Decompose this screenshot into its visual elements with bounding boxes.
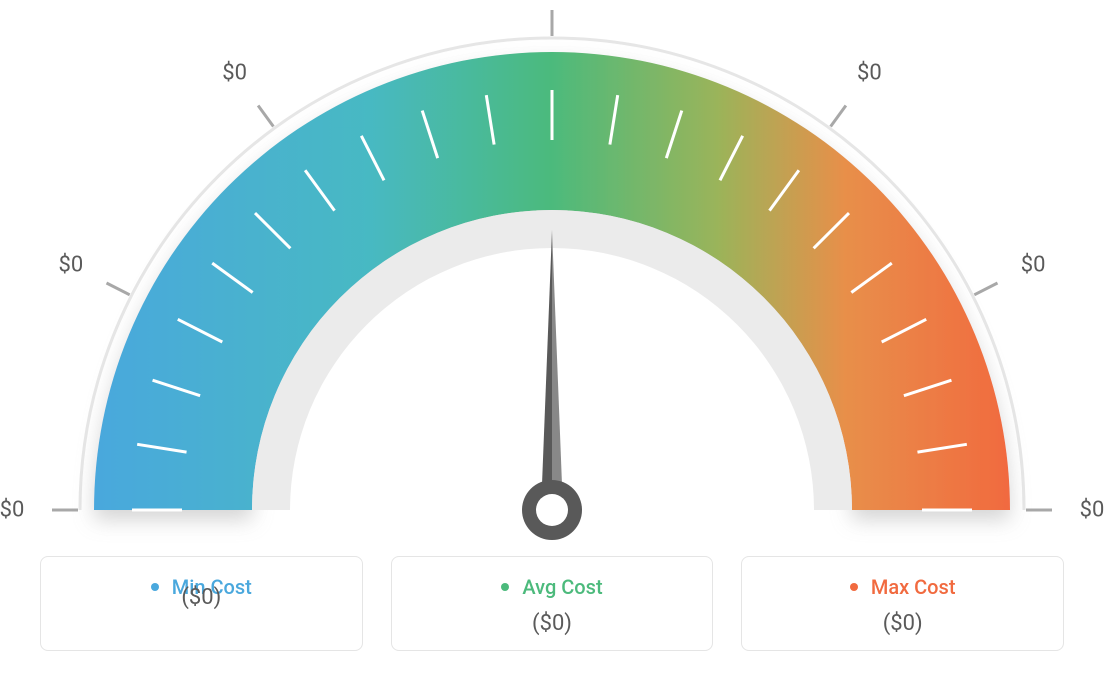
legend-title-avg: Avg Cost	[402, 575, 703, 599]
legend-value-avg-text: ($0)	[402, 611, 703, 636]
legend-value-max-text: ($0)	[752, 611, 1053, 636]
legend-card-avg: Avg Cost ($0)	[391, 556, 714, 651]
gauge-tick-label: $0	[0, 498, 24, 523]
gauge-tick-label: $0	[58, 252, 83, 277]
legend-row: Min Cost ($0) Avg Cost ($0) Max Cost ($0…	[0, 556, 1104, 651]
legend-title-max-text: Max Cost	[871, 575, 956, 599]
legend-card-max: Max Cost ($0)	[741, 556, 1064, 651]
legend-title-max: Max Cost	[752, 575, 1053, 599]
gauge-svg	[0, 0, 1104, 560]
gauge-chart-container: $0$0$0$0$0$0$0 Min Cost ($0) Avg Cost ($…	[0, 0, 1104, 690]
legend-dot-max	[850, 583, 858, 591]
gauge-tick-label: $0	[1021, 252, 1046, 277]
legend-dot-min	[151, 583, 159, 591]
legend-title-avg-text: Avg Cost	[522, 575, 602, 599]
gauge-area: $0$0$0$0$0$0$0	[0, 0, 1104, 560]
gauge-tick-label: $0	[857, 61, 882, 86]
legend-card-min: Min Cost ($0)	[40, 556, 363, 651]
gauge-tick-label: $0	[222, 61, 247, 86]
gauge-tick-label: $0	[1080, 498, 1104, 523]
legend-dot-avg	[501, 583, 509, 591]
legend-value-min-text: ($0)	[51, 585, 352, 610]
